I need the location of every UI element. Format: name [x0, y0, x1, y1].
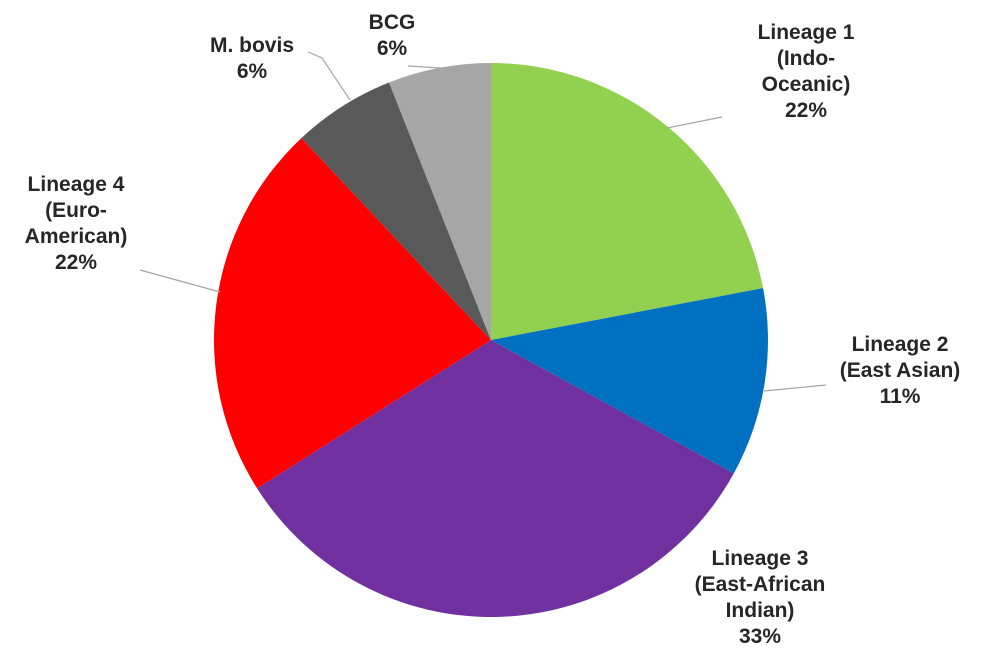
slice-percent-label: 33%	[738, 625, 782, 648]
slice-label-2: Lineage 3 (East-African Indian) 33%	[695, 546, 826, 650]
slice-label-line: Lineage 4	[27, 173, 125, 196]
slice-label-line: (Indo-	[776, 47, 836, 70]
slice-label-3: Lineage 4 (Euro- American) 22%	[25, 172, 128, 276]
pie-slice-5	[389, 63, 491, 340]
slice-percent-label: 22%	[784, 99, 828, 122]
slice-label-line: (Euro-	[45, 199, 107, 222]
leader-line-4	[307, 51, 351, 101]
pie-slice-0	[491, 63, 764, 340]
slice-label-0: Lineage 1 (Indo- Oceanic) 22%	[758, 20, 855, 124]
slice-label-line: Oceanic)	[761, 73, 851, 96]
pie-slice-3	[214, 138, 491, 489]
slice-label-line: Lineage 2	[851, 333, 949, 356]
slice-label-line: BCG	[368, 11, 416, 34]
slice-label-line: American)	[24, 225, 128, 248]
leader-line-0	[666, 116, 723, 129]
slice-label-5: BCG 6%	[369, 10, 416, 62]
slice-label-line: Lineage 1	[757, 21, 855, 44]
leader-line-1	[763, 384, 827, 392]
leader-line-5	[407, 65, 442, 69]
slice-label-line: (East Asian)	[839, 359, 961, 382]
slice-percent-label: 11%	[879, 385, 921, 408]
slice-label-line: Lineage 3	[711, 547, 809, 570]
pie-slices	[214, 63, 768, 618]
slice-label-line: M. bovis	[209, 34, 295, 57]
slice-percent-label: 6%	[376, 37, 408, 60]
slice-label-1: Lineage 2 (East Asian) 11%	[840, 332, 961, 410]
pie-slice-2	[257, 340, 734, 618]
slice-label-line: (East-African	[694, 573, 826, 596]
slice-label-line: Indian)	[725, 599, 795, 622]
slice-label-4: M. bovis 6%	[210, 33, 294, 85]
leader-lines	[139, 51, 827, 392]
slice-percent-label: 22%	[54, 251, 98, 274]
pie-slice-4	[301, 82, 491, 340]
leader-line-3	[139, 269, 221, 293]
pie-slice-1	[491, 288, 768, 474]
slice-percent-label: 6%	[236, 60, 268, 83]
